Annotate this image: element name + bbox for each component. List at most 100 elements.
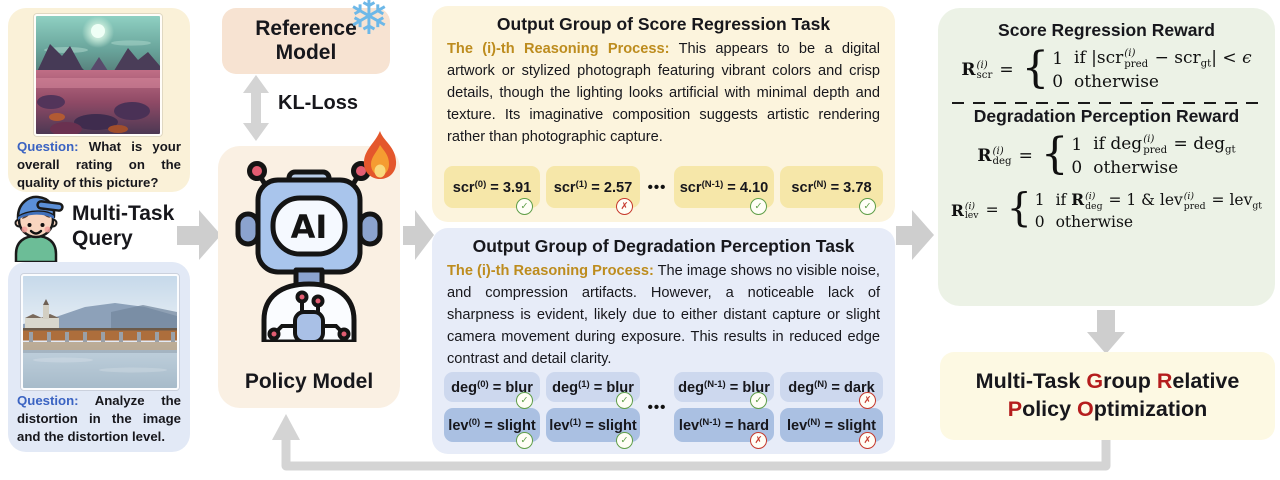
correct-icon: ✓ <box>516 432 533 449</box>
degradation-question: Question: Analyze the distortion in the … <box>17 392 181 446</box>
math-symbol: R <box>1071 189 1085 209</box>
grpo-box: Multi-Task Group Relative Policy Optimiza… <box>940 352 1275 440</box>
math-text: | < <box>1211 48 1243 68</box>
degradation-chip: deg(N) = dark ✗ <box>780 372 883 409</box>
math-symbol: scr <box>1174 48 1201 68</box>
score-query-card: Question: What is your overall rating on… <box>8 8 190 192</box>
degradation-chip: deg(N-1) = blur ✓ <box>674 372 774 409</box>
math-scripts: (i) scr <box>976 59 993 81</box>
correct-icon: ✓ <box>859 198 876 215</box>
math-symbol: lev <box>1159 190 1183 209</box>
case-value: 0 <box>1071 157 1083 178</box>
math-text: if <box>1093 134 1111 155</box>
reasoning-text: The image shows no visible noise, and co… <box>447 263 880 367</box>
degradation-chip: deg(0) = blur ✓ <box>444 372 540 409</box>
degradation-chip-text: deg(N-1) = blur <box>678 378 770 396</box>
case-row: 0 otherwise <box>1052 72 1251 92</box>
case-row: 1 if |scr (i) pred − scrgt| < ϵ <box>1052 48 1251 70</box>
ai-robot-icon: AI <box>235 161 383 342</box>
score-reasoning: The (i)-th Reasoning Process: This appea… <box>447 39 880 148</box>
math-scripts: (i) deg <box>1085 191 1103 212</box>
score-chip: scr(0) = 3.91 ✓ <box>444 166 540 215</box>
arrow-policy-to-outputs <box>403 210 434 260</box>
question-label: Question: <box>17 393 79 408</box>
score-chip: scr(N-1) = 4.10 ✓ <box>674 166 774 215</box>
case-value: 0 <box>1034 212 1045 231</box>
case-row: 0 otherwise <box>1071 158 1235 178</box>
case-row: 1 if R (i) deg = 1 & lev (i) pred = levgt <box>1035 190 1262 211</box>
fantasy-landscape-image <box>34 14 162 136</box>
feedback-loop-line <box>281 438 1111 471</box>
case-value: 0 <box>1052 71 1064 92</box>
math-text: − <box>1149 48 1175 68</box>
bridge-photo-image <box>21 274 179 390</box>
ai-badge-text: AI <box>291 208 328 246</box>
reasoning-text: This appears to be a digital artwork or … <box>447 41 881 145</box>
question-text: Analyze the distortion in the image and … <box>17 393 181 444</box>
equals-sign: = <box>985 201 999 220</box>
math-scripts: (i) deg <box>992 145 1012 167</box>
arrow-rewards-to-grpo <box>1087 310 1125 354</box>
score-chip: scr(N) = 3.78 ✓ <box>780 166 883 215</box>
degradation-chips-grid: deg(0) = blur ✓ deg(1) = blur ✓ deg(N-1) = b… <box>444 372 883 449</box>
correct-icon: ✓ <box>516 392 533 409</box>
case-value: 1 <box>1034 191 1045 210</box>
level-chip-text: lev(N) = slight <box>786 416 877 434</box>
policy-model-label: Policy Model <box>244 370 374 393</box>
level-reward-formula: R (i) lev = {1 if R (i) deg = 1 & lev (i) pred = … <box>942 185 1271 232</box>
case-condition: if R (i) deg = 1 & lev (i) pred = levgt <box>1055 189 1263 212</box>
multi-task-query-block: Multi-Task Query <box>8 190 190 262</box>
brace: { <box>1021 42 1050 93</box>
math-text: if | <box>1074 48 1097 68</box>
math-symbol: R <box>977 145 992 166</box>
snowflake-icon: ❄ <box>348 0 390 46</box>
degradation-query-card: Question: Analyze the distortion in the … <box>8 262 190 452</box>
math-symbol: scr <box>1096 48 1124 68</box>
degradation-panel-title: Output Group of Degradation Perception T… <box>472 236 855 256</box>
math-scripts: (i) lev <box>964 201 979 222</box>
correct-icon: ✓ <box>516 198 533 215</box>
math-text: = 1 & <box>1103 190 1160 209</box>
level-chip-text: lev(N-1) = hard <box>678 416 770 434</box>
score-chip-text: scr(N) = 3.78 <box>791 178 872 196</box>
level-chip-text: lev(1) = slight <box>549 416 637 434</box>
question-label: Question: <box>17 139 79 154</box>
case-condition: if |scr (i) pred − scrgt| < ϵ <box>1074 48 1252 70</box>
cases: 1 if |scr (i) pred − scrgt| < ϵ 0 otherwise <box>1052 48 1251 92</box>
math-scripts: (i) pred <box>1183 191 1206 212</box>
math-symbol: R <box>961 59 976 80</box>
grpo-label: Multi-Task Group Relative Policy Optimiza… <box>975 369 1240 421</box>
degradation-chip-text: deg(1) = blur <box>552 378 634 396</box>
case-value: 1 <box>1071 134 1083 155</box>
cases: 1 if deg (i) pred = deggt 0 otherwise <box>1071 134 1235 178</box>
score-panel-title: Output Group of Score Regression Task <box>496 14 831 34</box>
level-chip: lev(N-1) = hard ✗ <box>674 408 774 449</box>
incorrect-icon: ✗ <box>616 198 633 215</box>
incorrect-icon: ✗ <box>859 392 876 409</box>
score-chip-text: scr(0) = 3.91 <box>452 178 532 196</box>
score-chips-row: scr(0) = 3.91 ✓ scr(1) = 2.57 ✗ scr(N-1) = 4… <box>444 166 883 215</box>
math-text: = <box>1168 134 1194 155</box>
arrow-outputs-to-rewards <box>896 210 934 260</box>
case-row: 1 if deg (i) pred = deggt <box>1071 134 1235 156</box>
user-avatar-icon <box>14 195 64 262</box>
degradation-chip-text: deg(N) = dark <box>788 378 875 396</box>
case-condition: if deg (i) pred = deggt <box>1093 134 1236 156</box>
score-reward-title: Score Regression Reward <box>998 20 1215 40</box>
case-condition: otherwise <box>1074 72 1159 92</box>
score-chip-text: scr(N-1) = 4.10 <box>679 178 769 196</box>
cases: 1 if R (i) deg = 1 & lev (i) pred = levgt 0 oth… <box>1035 190 1262 231</box>
math-text: otherwise <box>1093 157 1179 178</box>
brace: { <box>1006 185 1032 232</box>
degradation-reward-formula: R (i) deg = {1 if deg (i) pred = deggt 0 otherwis… <box>942 133 1271 178</box>
math-symbol: lev <box>1229 190 1253 209</box>
case-value: 1 <box>1052 48 1064 69</box>
degradation-reward-title: Degradation Perception Reward <box>973 106 1240 127</box>
score-output-panel: Output Group of Score Regression Task Th… <box>432 6 895 222</box>
score-chip-text: scr(1) = 2.57 <box>553 178 633 196</box>
degradation-chip-text: deg(0) = blur <box>451 378 533 396</box>
reasoning-label: The (i)-th Reasoning Process: <box>447 41 670 57</box>
math-symbol: deg <box>1193 134 1226 155</box>
